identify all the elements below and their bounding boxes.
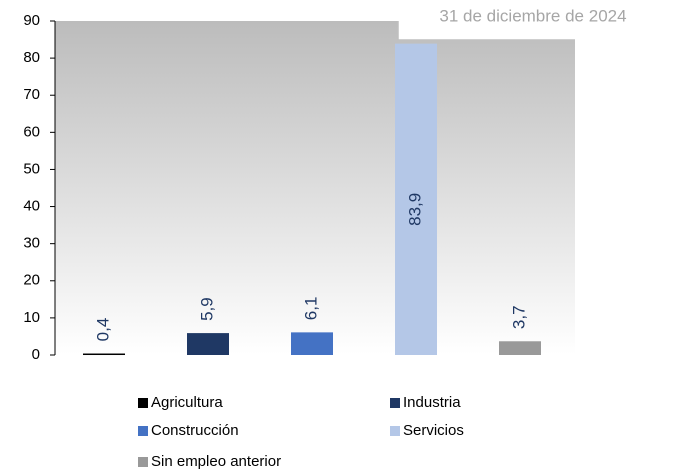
y-tick-label: 40 [23,198,40,215]
annotation: 31 de diciembre de 2024 [439,6,626,25]
y-tick-label: 80 [23,49,40,66]
legend-label: Construcción [151,422,239,439]
annotation-border [397,21,575,41]
y-tick-label: 90 [23,12,40,29]
legend-swatch [138,457,148,467]
legend-swatch [390,398,400,408]
legend-label: Agricultura [151,394,223,411]
y-tick-label: 0 [32,346,40,363]
data-label: 5,9 [197,297,216,321]
plot-background [55,21,575,355]
legend-swatch [138,426,148,436]
legend-swatch [390,426,400,436]
legend-label: Industria [403,394,461,411]
data-label: 3,7 [509,305,528,329]
y-tick-label: 30 [23,235,40,252]
legend-label: Sin empleo anterior [151,453,281,470]
data-label: 0,4 [93,318,112,342]
bar [83,353,125,356]
bar [499,341,541,355]
data-label: 6,1 [301,297,320,321]
y-tick-label: 70 [23,86,40,103]
data-label: 83,9 [405,193,424,226]
bar [395,43,437,355]
legend-label: Servicios [403,422,464,439]
y-tick-label: 60 [23,123,40,140]
y-tick-label: 20 [23,272,40,289]
bar [291,332,333,355]
y-tick-label: 50 [23,160,40,177]
annotation-box [398,21,575,40]
legend-swatch [138,398,148,408]
y-tick-label: 10 [23,309,40,326]
bar [187,333,229,355]
